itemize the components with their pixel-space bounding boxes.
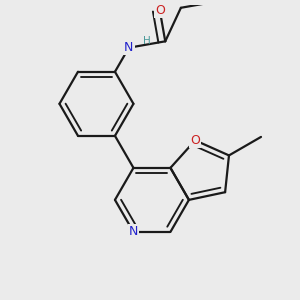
Text: N: N (129, 225, 138, 239)
Text: H: H (143, 36, 151, 46)
Text: O: O (155, 4, 165, 17)
Text: N: N (124, 41, 134, 54)
Text: O: O (190, 134, 200, 147)
